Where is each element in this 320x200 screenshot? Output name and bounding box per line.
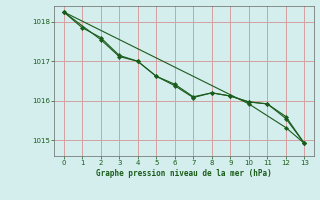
X-axis label: Graphe pression niveau de la mer (hPa): Graphe pression niveau de la mer (hPa)	[96, 169, 272, 178]
